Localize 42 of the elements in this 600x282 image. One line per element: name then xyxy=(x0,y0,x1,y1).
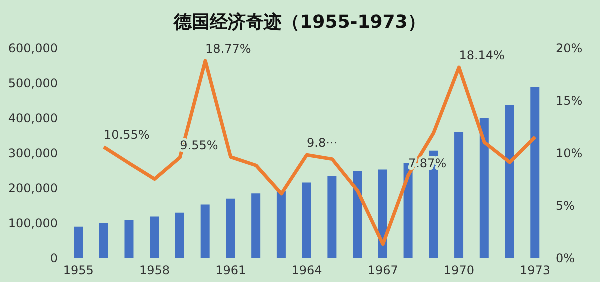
x-tick-label: 1961 xyxy=(216,264,246,278)
y-tick-label: 600,000 xyxy=(8,41,58,56)
data-label: 9.8··· xyxy=(307,136,338,150)
chart-title: 德国经济奇迹（1955-1973） xyxy=(172,11,427,35)
line-series xyxy=(102,59,538,246)
bar xyxy=(276,191,286,258)
bar xyxy=(353,171,362,258)
y-tick-label: 300,000 xyxy=(8,146,58,160)
x-tick-label: 1970 xyxy=(444,264,474,278)
bar xyxy=(505,105,514,258)
bar xyxy=(454,132,464,258)
y-tick-label: 400,000 xyxy=(8,111,58,126)
data-label: 18.14% xyxy=(459,48,505,63)
data-label: 10.55% xyxy=(104,128,150,142)
data-label: 18.77% xyxy=(206,42,252,56)
bar xyxy=(175,212,184,258)
x-tick-label: 1967 xyxy=(368,264,398,278)
bar xyxy=(480,118,489,258)
x-tick-label: 1955 xyxy=(63,264,94,278)
bar xyxy=(99,223,108,258)
bar xyxy=(302,182,312,258)
y2-tick-label: 5% xyxy=(556,198,576,213)
y-tick-label: 500,000 xyxy=(8,76,58,90)
y-tick-label: 100,000 xyxy=(8,216,58,230)
y2-tick-label: 20% xyxy=(556,41,583,56)
bar xyxy=(530,88,540,258)
bar xyxy=(226,198,236,258)
x-tick-label: 1958 xyxy=(140,264,170,278)
y2-tick-label: 10% xyxy=(556,146,583,160)
bar xyxy=(150,216,160,258)
y-tick-label: 200,000 xyxy=(8,181,58,196)
x-tick-label: 1973 xyxy=(520,264,551,278)
bar xyxy=(378,170,388,258)
y-tick-label: 0 xyxy=(50,251,58,266)
y2-tick-label: 15% xyxy=(556,94,583,108)
y2-tick-label: 0% xyxy=(556,251,576,266)
bar xyxy=(328,176,337,258)
bar xyxy=(200,204,210,258)
bar xyxy=(252,194,261,258)
bar xyxy=(124,220,134,258)
x-tick-label: 1964 xyxy=(292,264,322,278)
bar xyxy=(74,226,83,258)
